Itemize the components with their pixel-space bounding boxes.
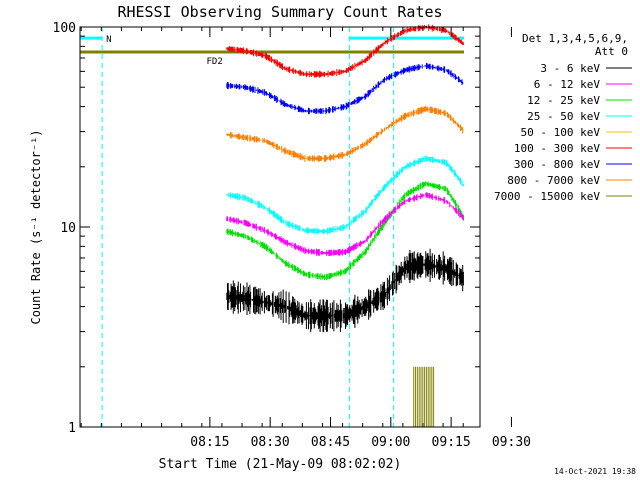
series-100-300-kev <box>226 24 464 78</box>
x-tick-label: 08:30 <box>251 435 290 450</box>
x-tick-label: 08:45 <box>311 435 350 450</box>
series-3-6-kev <box>226 248 464 333</box>
legend-header: Att 0 <box>595 45 628 58</box>
legend-label: 300 - 800 keV <box>514 158 600 171</box>
series-path <box>226 105 464 162</box>
legend-label: 12 - 25 keV <box>527 94 600 107</box>
series-800-7000-kev <box>226 105 464 162</box>
series-7000-15000-kev <box>413 366 435 427</box>
x-tick-label: 09:00 <box>371 435 410 450</box>
series-path <box>226 155 464 235</box>
series-path <box>226 24 464 78</box>
series-path <box>226 62 464 115</box>
y-tick-label: 100 <box>53 21 76 36</box>
x-axis-label: Start Time (21-May-09 08:02:02) <box>159 457 402 472</box>
y-tick-label: 1 <box>68 421 76 436</box>
legend-label: 7000 - 15000 keV <box>494 190 600 203</box>
legend-label: 50 - 100 keV <box>521 126 601 139</box>
flag-label-n: N <box>106 35 111 45</box>
series-300-800-kev <box>226 62 464 115</box>
legend-header: Det 1,3,4,5,6,9, <box>522 32 628 45</box>
plot-area: N FD2 <box>80 24 464 427</box>
series-path <box>226 181 464 280</box>
legend-label: 100 - 300 keV <box>514 142 600 155</box>
series-path <box>226 192 464 256</box>
y-axis: 1 10 100 <box>53 21 480 436</box>
legend-label: 6 - 12 keV <box>534 78 601 91</box>
series-12-25-kev <box>226 181 464 280</box>
chart-title: RHESSI Observing Summary Count Rates <box>117 3 442 21</box>
flag-label-fd2: FD2 <box>206 57 222 67</box>
legend-label: 25 - 50 keV <box>527 110 600 123</box>
plot-frame <box>79 26 481 428</box>
legend: Det 1,3,4,5,6,9,Att 0 3 - 6 keV 6 - 12 keV… <box>494 32 632 203</box>
x-axis: 08:15 08:30 08:45 09:00 09:15 09:30 <box>80 27 531 450</box>
series-25-50-kev <box>226 155 464 235</box>
legend-label: 3 - 6 keV <box>540 62 600 75</box>
y-axis-label: Count Rate (s⁻¹ detector⁻¹) <box>29 129 43 324</box>
y-tick-label: 10 <box>60 221 76 236</box>
series-6-12-kev <box>226 192 464 256</box>
series-path <box>226 248 464 333</box>
footer-timestamp: 14-Oct-2021 19:38 <box>554 467 636 476</box>
legend-label: 800 - 7000 keV <box>507 174 600 187</box>
x-tick-label: 09:15 <box>432 435 471 450</box>
x-tick-label: 09:30 <box>492 435 531 450</box>
x-tick-label: 08:15 <box>190 435 229 450</box>
